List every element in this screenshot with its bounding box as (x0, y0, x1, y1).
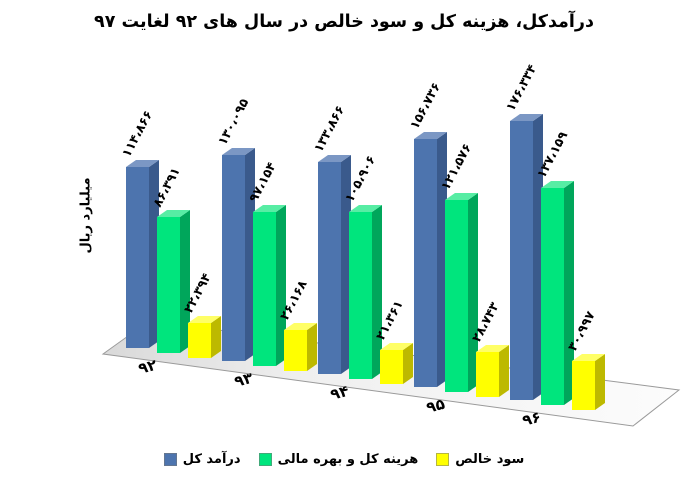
chart-legend: سود خالص هرینه کل و بهره مالی درآمد کل (0, 452, 688, 467)
bar-top-face (318, 155, 351, 162)
bar-front-face (349, 212, 372, 379)
bar-top-face (510, 114, 543, 121)
bar-data-label: ۱۷۶،۳۳۴ (502, 61, 539, 113)
x-axis-category-label: ۹۶ (520, 408, 542, 430)
bar-front-face (222, 155, 245, 361)
bar-top-face (572, 354, 605, 361)
bar-front-face (476, 352, 499, 397)
bar-front-face (445, 200, 468, 392)
legend-label: درآمد کل (182, 452, 241, 467)
legend-label: هرینه کل و بهره مالی (277, 452, 419, 467)
x-axis-category-label: ۹۵ (424, 395, 446, 417)
x-axis-category-label: ۹۴ (328, 382, 350, 404)
bar-side-face (403, 343, 413, 384)
bar-side-face (499, 345, 509, 397)
bar-front-face (188, 323, 211, 358)
bar-top-face (188, 316, 221, 323)
bar-side-face (149, 160, 159, 348)
bar-side-face (211, 316, 221, 358)
bar-side-face (437, 132, 447, 387)
bar-top-face (349, 205, 382, 212)
bar-top-face (126, 160, 159, 167)
bar-front-face (541, 188, 564, 405)
bar-top-face (284, 323, 317, 330)
bar-data-label: ۱۳۳،۸۶۶ (310, 103, 347, 155)
bar-front-face (318, 162, 341, 374)
bar-top-face (414, 132, 447, 139)
x-axis-category-label: ۹۳ (232, 369, 254, 391)
bar-front-face (414, 139, 437, 387)
bar-front-face (284, 330, 307, 371)
bar-side-face (245, 148, 255, 361)
bar-side-face (307, 323, 317, 371)
bar-side-face (341, 155, 351, 374)
legend-entry: هرینه کل و بهره مالی (258, 452, 419, 467)
bar-side-face (276, 205, 286, 366)
bar-data-label: ۱۱۴،۸۶۶ (118, 108, 155, 160)
bar-top-face (445, 193, 478, 200)
bar-side-face (468, 193, 478, 392)
legend-swatch-icon (436, 453, 450, 466)
bar-top-face (253, 205, 286, 212)
bar-side-face (564, 181, 574, 405)
bar-side-face (372, 205, 382, 379)
bar-top-face (476, 345, 509, 352)
bar-top-face (222, 148, 255, 155)
bar-front-face (253, 212, 276, 366)
bar-side-face (533, 114, 543, 400)
bar-front-face (126, 167, 149, 348)
legend-label: سود خالص (455, 452, 525, 467)
x-axis-category-label: ۹۲ (136, 356, 158, 378)
legend-swatch-icon (258, 453, 272, 466)
bar-front-face (157, 217, 180, 353)
bar-top-face (541, 181, 574, 188)
bar-side-face (595, 354, 605, 410)
bar-top-face (380, 343, 413, 350)
legend-entry: درآمد کل (163, 452, 241, 467)
legend-swatch-icon (163, 453, 177, 466)
y-axis-title: میلیارد ریال (78, 177, 94, 254)
bar-front-face (380, 350, 403, 384)
chart-title: درآمدکل، هزینه کل و سود خالص در سال های … (94, 12, 594, 32)
bar-data-label: ۱۵۶،۷۳۶ (406, 80, 443, 132)
bar-front-face (572, 361, 595, 410)
legend-entry: سود خالص (436, 452, 524, 467)
bar-side-face (180, 210, 190, 353)
bar-top-face (157, 210, 190, 217)
bar-front-face (510, 121, 533, 400)
bar-data-label: ۱۳۰،۰۹۵ (214, 95, 251, 147)
